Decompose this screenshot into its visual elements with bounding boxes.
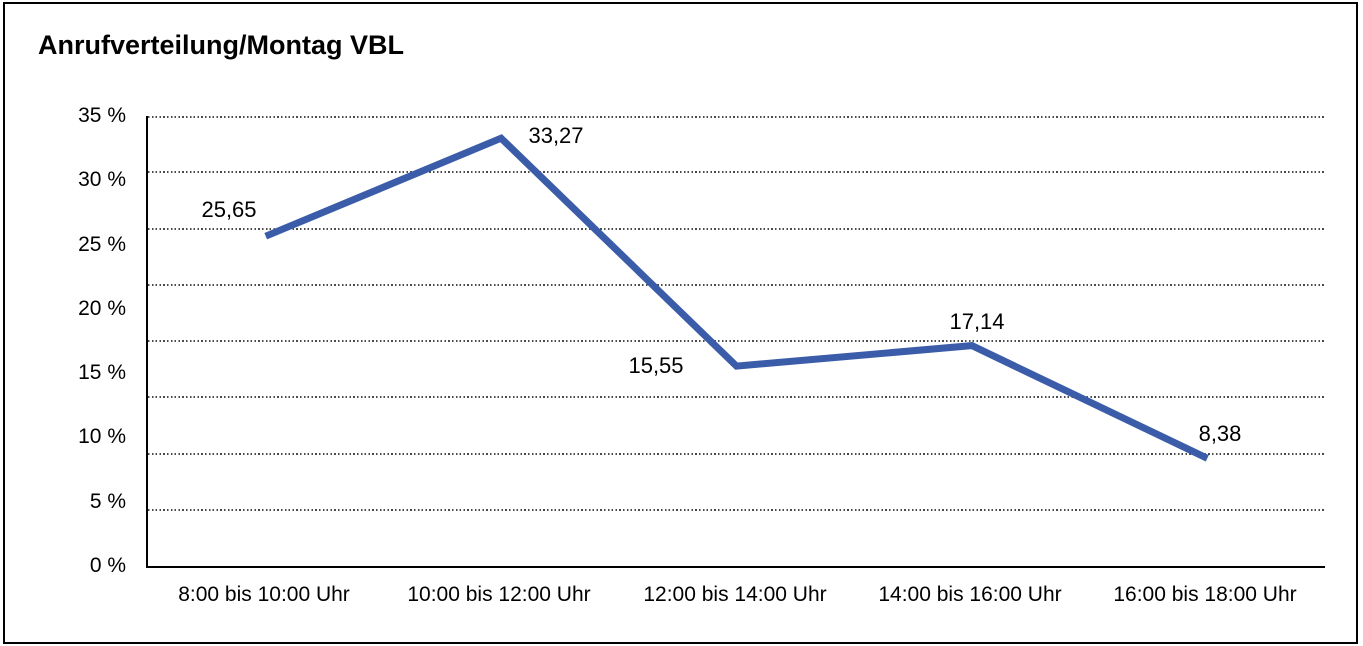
gridline xyxy=(148,396,1325,398)
gridline xyxy=(148,509,1325,511)
gridline xyxy=(148,116,1325,118)
plot-area xyxy=(146,116,1325,568)
y-axis-tick-label: 0 % xyxy=(89,554,126,577)
x-axis-tick-label: 14:00 bis 16:00 Uhr xyxy=(878,583,1062,606)
gridline xyxy=(148,228,1325,230)
y-axis-tick-label: 5 % xyxy=(89,490,126,513)
x-axis-tick-label: 10:00 bis 12:00 Uhr xyxy=(407,583,591,606)
data-point-label: 8,38 xyxy=(1198,421,1242,446)
chart-title: Anrufverteilung/Montag VBL xyxy=(38,30,404,60)
gridline xyxy=(148,284,1325,286)
series-line xyxy=(264,134,1209,462)
y-axis-tick-label: 15 % xyxy=(78,361,126,384)
gridline xyxy=(148,171,1325,173)
gridline xyxy=(148,453,1325,455)
data-point-label: 17,14 xyxy=(949,309,1005,334)
x-axis-tick-label: 16:00 bis 18:00 Uhr xyxy=(1113,583,1297,606)
x-axis-tick-label: 12:00 bis 14:00 Uhr xyxy=(643,583,827,606)
y-axis-tick-label: 10 % xyxy=(78,425,126,448)
x-axis-tick-label: 8:00 bis 10:00 Uhr xyxy=(178,583,350,606)
data-point-label: 33,27 xyxy=(528,123,584,148)
gridline xyxy=(148,340,1325,342)
y-axis-tick-label: 20 % xyxy=(78,297,126,320)
y-axis-tick-label: 25 % xyxy=(78,233,126,256)
y-axis-tick-label: 35 % xyxy=(78,104,126,127)
data-point-label: 25,65 xyxy=(201,197,257,222)
data-point-label: 15,55 xyxy=(628,353,684,378)
y-axis-tick-label: 30 % xyxy=(78,168,126,191)
line-series-svg xyxy=(264,134,1209,462)
